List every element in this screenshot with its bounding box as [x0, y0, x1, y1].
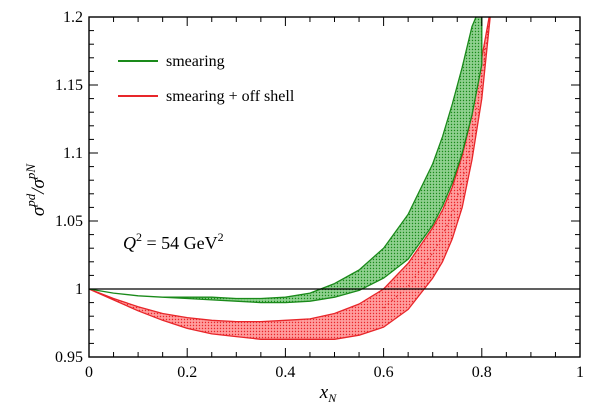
x-tick-label: 0.4: [275, 364, 295, 381]
y-tick-label: 1.2: [63, 9, 83, 26]
x-axis-title: xN: [319, 382, 337, 405]
y-tick-label: 1.15: [55, 77, 83, 94]
data-bands: [89, 17, 491, 340]
axis-ticks: [88, 16, 581, 358]
legend-label-smearing: smearing: [166, 53, 225, 70]
y-axis-title: σpd/σpN: [23, 163, 49, 217]
y-tick-label: 1.05: [55, 213, 83, 230]
x-tick-label: 0.2: [177, 364, 197, 381]
plot-frame: [88, 16, 581, 358]
band-smearing: [89, 17, 483, 304]
x-tick-label: 0: [85, 364, 93, 381]
x-tick-label: 1: [576, 364, 584, 381]
y-tick-label: 1.1: [63, 145, 83, 162]
q-squared-annotation: Q2 = 54 GeV2: [123, 230, 224, 253]
band-center-dots: [383, 17, 491, 309]
x-tick-label: 0.8: [472, 364, 492, 381]
legend-label-smearing-off-shell: smearing + off shell: [166, 88, 295, 105]
y-tick-label: 1: [75, 281, 83, 298]
tick-labels: 0 0.2 0.4 0.6 0.8 1 0.95 1 1.05 1.1 1.15 1.2: [55, 9, 584, 381]
legend: smearing smearing + off shell: [118, 53, 295, 105]
y-tick-label: 0.95: [55, 349, 83, 366]
band-smearing-off-shell: [89, 17, 491, 340]
x-tick-label: 0.6: [374, 364, 394, 381]
